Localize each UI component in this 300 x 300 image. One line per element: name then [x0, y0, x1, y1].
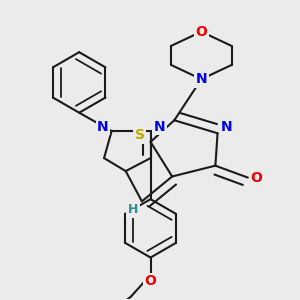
Text: O: O — [195, 25, 207, 39]
Text: N: N — [220, 120, 232, 134]
Text: O: O — [145, 274, 157, 288]
Text: S: S — [135, 128, 145, 142]
Text: O: O — [250, 171, 262, 184]
Text: N: N — [153, 120, 165, 134]
Text: N: N — [97, 120, 109, 134]
Text: H: H — [128, 203, 138, 217]
Text: N: N — [196, 72, 207, 86]
